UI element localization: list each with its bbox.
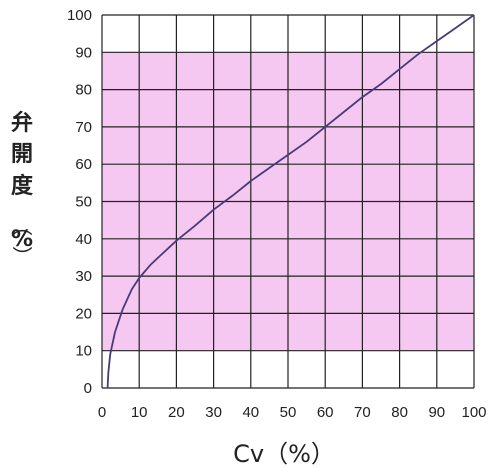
y-axis-title-char: ） [10,246,34,266]
y-axis-title-char: （ [10,216,34,236]
y-tick-label: 0 [84,380,92,397]
x-tick-label: 0 [98,404,106,421]
y-tick-label: 20 [75,305,92,322]
y-tick-label: 70 [75,119,92,136]
x-tick-label: 50 [280,404,297,421]
y-tick-label: 60 [75,156,92,173]
y-tick-label: 10 [75,343,92,360]
y-axis-title-char: % [11,227,33,252]
x-tick-label: 40 [242,404,259,421]
y-tick-label: 30 [75,268,92,285]
x-tick-label: 10 [131,404,148,421]
y-tick-label: 100 [67,7,92,24]
x-tick-label: 80 [391,404,408,421]
y-tick-labels: 0 10 20 30 40 50 60 70 80 90 100 [67,7,92,397]
x-tick-label: 90 [428,404,445,421]
x-tick-label: 70 [354,404,371,421]
series-line [106,14,475,389]
y-axis-title-char: 度 [11,173,34,199]
y-tick-label: 90 [75,44,92,61]
y-tick-label: 50 [75,194,92,211]
x-tick-label: 20 [168,404,185,421]
x-tick-label: 60 [317,404,334,421]
y-tick-label: 40 [75,231,92,248]
y-tick-label: 80 [75,82,92,99]
y-axis-title: 弁開度 （%） [10,110,34,266]
series-layer [106,14,475,389]
grid-layer [101,14,475,389]
x-tick-labels: 0 10 20 30 40 50 60 70 80 90 100 [98,404,487,421]
x-tick-label: 100 [461,404,486,421]
y-axis-title-char: 弁 [11,110,33,136]
y-axis-title-char: 開 [11,142,33,167]
x-axis-title: Cv（%） [233,440,335,468]
x-tick-label: 30 [205,404,222,421]
